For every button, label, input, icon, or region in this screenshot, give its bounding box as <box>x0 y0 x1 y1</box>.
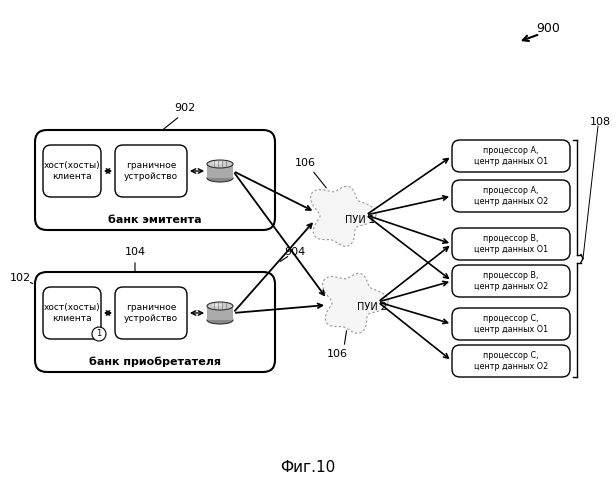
Text: банк эмитента: банк эмитента <box>108 215 202 225</box>
Text: 1: 1 <box>96 330 102 338</box>
Circle shape <box>92 327 106 341</box>
Ellipse shape <box>207 316 233 324</box>
Text: ПУИ 1: ПУИ 1 <box>345 215 375 225</box>
Text: 904: 904 <box>285 247 306 257</box>
Text: процессор В,
центр данных О1: процессор В, центр данных О1 <box>474 234 548 254</box>
Polygon shape <box>323 274 388 334</box>
FancyBboxPatch shape <box>115 287 187 339</box>
Text: процессор А,
центр данных О1: процессор А, центр данных О1 <box>474 146 548 166</box>
Text: процессор С,
центр данных О1: процессор С, центр данных О1 <box>474 314 548 334</box>
Text: Фиг.10: Фиг.10 <box>280 460 336 475</box>
Text: 900: 900 <box>536 22 560 35</box>
Polygon shape <box>310 186 376 246</box>
FancyBboxPatch shape <box>43 287 101 339</box>
Ellipse shape <box>207 160 233 168</box>
FancyBboxPatch shape <box>43 145 101 197</box>
FancyBboxPatch shape <box>115 145 187 197</box>
Text: хост(хосты)
клиента: хост(хосты) клиента <box>44 162 100 180</box>
Text: 108: 108 <box>590 117 610 127</box>
Ellipse shape <box>212 304 222 306</box>
FancyBboxPatch shape <box>35 130 275 230</box>
Text: 102: 102 <box>9 273 31 283</box>
FancyBboxPatch shape <box>452 228 570 260</box>
Text: ПУИ 2: ПУИ 2 <box>357 302 387 312</box>
FancyBboxPatch shape <box>452 140 570 172</box>
Ellipse shape <box>207 174 233 182</box>
Text: граничное
устройство: граничное устройство <box>124 162 178 180</box>
FancyBboxPatch shape <box>452 180 570 212</box>
Bar <box>207 164 233 178</box>
FancyBboxPatch shape <box>452 308 570 340</box>
FancyBboxPatch shape <box>452 265 570 297</box>
FancyBboxPatch shape <box>452 345 570 377</box>
Text: 106: 106 <box>326 349 347 359</box>
Text: хост(хосты)
клиента: хост(хосты) клиента <box>44 304 100 322</box>
Text: процессор В,
центр данных О2: процессор В, центр данных О2 <box>474 272 548 290</box>
Text: процессор А,
центр данных О2: процессор А, центр данных О2 <box>474 186 548 206</box>
Text: граничное
устройство: граничное устройство <box>124 304 178 322</box>
Bar <box>207 306 233 320</box>
Text: 106: 106 <box>294 158 315 168</box>
Text: банк приобретателя: банк приобретателя <box>89 357 221 367</box>
Text: 902: 902 <box>174 103 196 113</box>
Ellipse shape <box>207 302 233 310</box>
Text: 104: 104 <box>124 247 145 257</box>
Text: процессор С,
центр данных О2: процессор С, центр данных О2 <box>474 352 548 370</box>
FancyBboxPatch shape <box>35 272 275 372</box>
Ellipse shape <box>212 162 222 164</box>
